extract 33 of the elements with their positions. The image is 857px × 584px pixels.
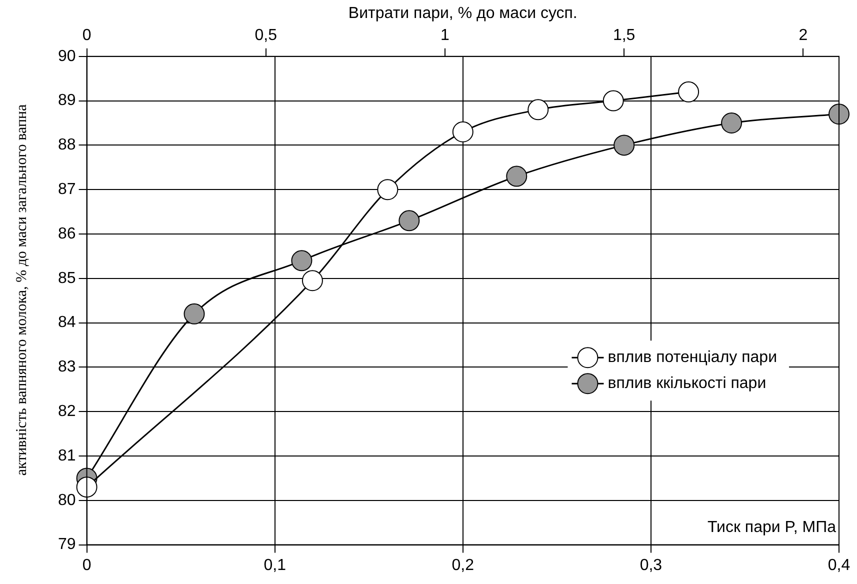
y-axis-title: активність вапняного молока, % до маси загального вапна [13, 102, 31, 478]
y-tick-label: 81 [58, 447, 76, 464]
point [76, 476, 98, 498]
y-tick-label: 90 [58, 48, 76, 65]
point [377, 179, 398, 200]
x-tick-label: 0,3 [640, 556, 662, 574]
legend-label: вплив потенціалу пари [608, 349, 778, 366]
x-tick-label: 0,4 [828, 556, 850, 574]
x2-tick-label: 1,5 [612, 27, 636, 44]
x2-tick-label: 0,5 [254, 27, 278, 44]
y-tick-label: 82 [58, 403, 76, 420]
x-tick-label: 0,2 [452, 556, 474, 574]
y-tick-label: 84 [58, 314, 76, 332]
point [302, 270, 323, 292]
y-tick-label: 79 [58, 536, 76, 554]
x2-tick-label: 1 [440, 27, 450, 44]
x-axis-title: Тиск пари P, МПа [705, 518, 838, 537]
y-tick-label: 89 [58, 92, 76, 110]
y-tick-label: 83 [58, 358, 76, 376]
x2-axis-title: Витрати пари, % до маси сусп. [348, 5, 578, 22]
point [602, 90, 624, 112]
legend-label: вплив ккількості пари [608, 375, 766, 392]
y-tick-label: 86 [58, 225, 76, 242]
y-tick-label: 85 [58, 270, 76, 287]
y-tick-label: 88 [58, 136, 76, 154]
x2-tick-label: 2 [798, 27, 808, 44]
x-tick-label: 0,1 [264, 556, 286, 574]
point [452, 121, 474, 142]
x2-tick-label: 0 [82, 27, 92, 44]
point [528, 99, 549, 120]
y-tick-label: 87 [58, 181, 76, 198]
x-tick-label: 0 [82, 556, 92, 574]
y-tick-label: 80 [58, 492, 76, 509]
